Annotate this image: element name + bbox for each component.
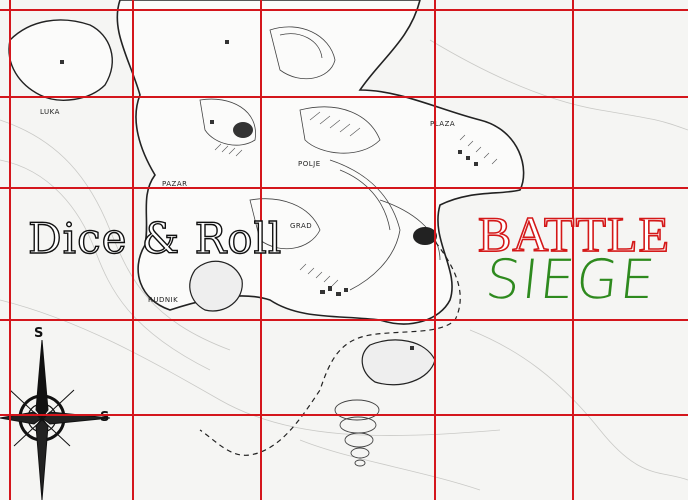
board-cell[interactable] — [134, 98, 260, 187]
board-cell[interactable] — [262, 11, 434, 96]
board-cell[interactable] — [134, 416, 260, 500]
map-label: PLAZA — [430, 120, 456, 128]
grid-line-vertical — [132, 0, 134, 500]
grid-line-vertical — [260, 0, 262, 500]
map-label: PAZAR — [162, 180, 188, 188]
board-cell[interactable] — [11, 98, 132, 187]
board-cell[interactable] — [11, 416, 132, 500]
grid-line-horizontal — [0, 319, 688, 321]
grid-line-vertical — [9, 0, 11, 500]
board-cell[interactable] — [11, 321, 132, 414]
game-title: Dice & Roll — [27, 213, 283, 263]
board-cell[interactable] — [574, 98, 688, 187]
map-label: LUKA — [40, 108, 60, 116]
board-cell[interactable] — [134, 321, 260, 414]
board-cell[interactable] — [436, 98, 572, 187]
compass-east-letter: S — [100, 410, 110, 425]
board-cell[interactable] — [262, 98, 434, 187]
board-cell[interactable] — [262, 189, 434, 319]
board-cell[interactable] — [262, 416, 434, 500]
grid-line-horizontal — [0, 9, 688, 11]
board-cell[interactable] — [574, 416, 688, 500]
grid-line-horizontal — [0, 96, 688, 98]
board-cell[interactable] — [436, 416, 572, 500]
board-cell[interactable] — [134, 11, 260, 96]
board-cell[interactable] — [574, 321, 688, 414]
grid-line-vertical — [572, 0, 574, 500]
mode-title-battle: BATTLE — [477, 205, 671, 263]
board-cell[interactable] — [262, 321, 434, 414]
board-cell[interactable] — [436, 321, 572, 414]
board-cell[interactable] — [574, 11, 688, 96]
compass-north-letter: S — [34, 326, 44, 341]
board-cell[interactable] — [436, 11, 572, 96]
mode-title-siege: SIEGE — [482, 248, 660, 311]
board-cell[interactable] — [11, 11, 132, 96]
grid-line-horizontal — [0, 187, 688, 189]
map-label: GRAD — [290, 222, 313, 230]
map-label: RUDNIK — [148, 296, 179, 304]
grid-line-horizontal — [0, 414, 688, 416]
grid-line-vertical — [434, 0, 436, 500]
map-label: POLJE — [298, 160, 321, 168]
